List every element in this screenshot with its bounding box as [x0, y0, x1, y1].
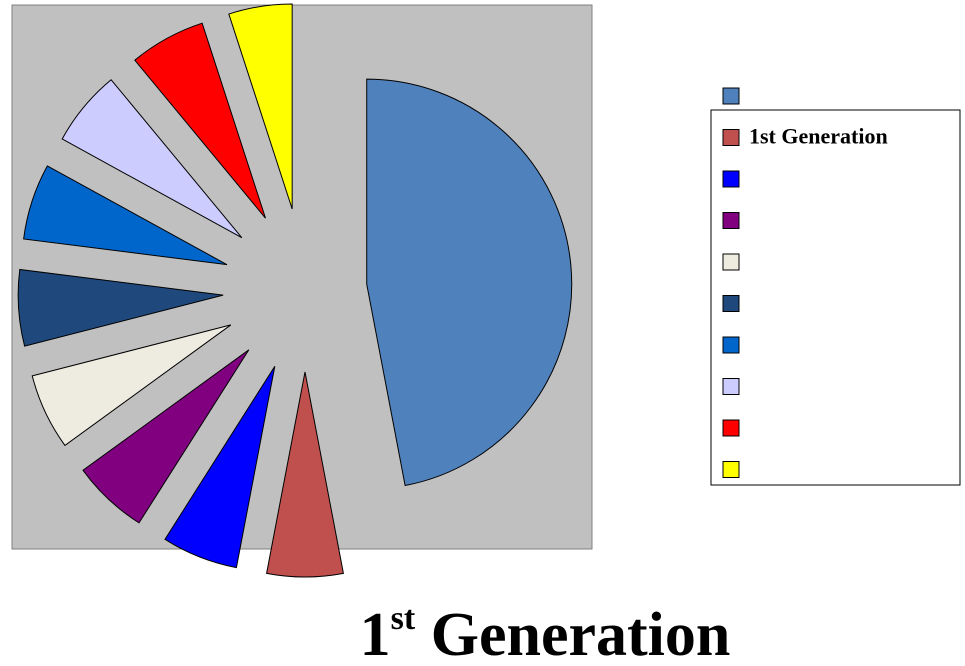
legend-box — [710, 109, 961, 486]
legend-label: 1st Generation — [749, 124, 888, 149]
legend-swatch — [722, 336, 740, 354]
pie-slice — [23, 165, 228, 266]
title-part: st — [391, 600, 416, 637]
pie-slice — [17, 268, 224, 347]
pie-slice — [82, 349, 250, 524]
legend-swatch — [722, 461, 740, 478]
pie-slice — [366, 78, 573, 487]
title-part: 1 — [360, 601, 391, 666]
legend-swatch — [722, 170, 740, 188]
pie-slice — [266, 371, 344, 578]
chart-title: 1st Generation — [360, 600, 731, 666]
pie-slice — [164, 365, 276, 569]
legend-swatch — [722, 212, 740, 229]
legend-swatch — [722, 295, 740, 312]
pie-slice — [228, 3, 293, 210]
title-part: Generation — [415, 601, 730, 666]
pie-slice — [61, 79, 243, 239]
legend-swatch — [722, 253, 740, 271]
pie-slice — [31, 324, 232, 447]
legend-swatch — [722, 129, 740, 146]
legend-swatch — [722, 419, 740, 437]
legend-swatch — [722, 378, 740, 395]
pie-slice — [134, 22, 266, 219]
legend-swatch — [722, 87, 740, 105]
